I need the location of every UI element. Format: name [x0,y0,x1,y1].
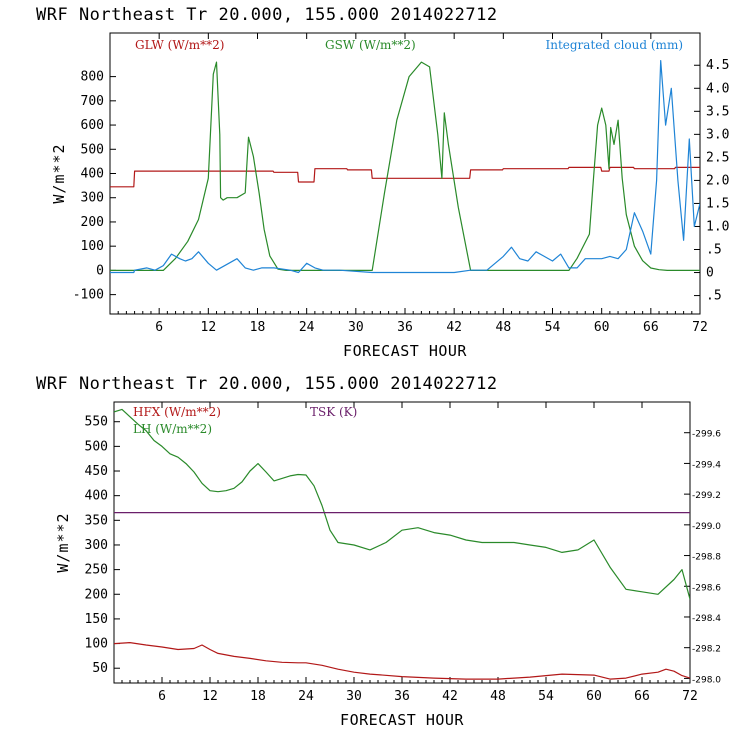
plot-frame [109,32,701,315]
y-tick-label: 500 [85,439,108,454]
x-tick-label: 48 [496,320,512,335]
y-tick-label: 550 [85,415,108,430]
x-tick-label: 36 [394,689,410,704]
series-line-glw [110,166,700,188]
y-tick-label: 100 [85,637,108,652]
x-tick-label: 18 [250,320,266,335]
series-line-hfx [114,641,690,680]
x-tick-label: 24 [299,320,315,335]
plot-frame [113,401,691,684]
x-tick-label: 42 [446,320,462,335]
y-tick-label: 800 [81,70,104,85]
x-tick-label: 6 [158,689,166,704]
y-tick-label: 300 [81,191,104,206]
y2-tick-label: -298.6 [692,583,721,593]
y2-tick-label: -298.8 [692,553,721,563]
x-tick-label: 54 [538,689,554,704]
series-line-integrated [110,59,700,274]
y2-tick-label: -298.2 [692,645,721,655]
x-tick-label: 54 [545,320,561,335]
y-tick-label: 450 [85,464,108,479]
y-tick-label: 400 [81,167,104,182]
y2-tick-label: 4.5 [706,58,729,73]
y-tick-label: 0 [96,263,104,278]
y2-tick-label: -298.0 [692,675,721,685]
y-tick-label: 100 [81,239,104,254]
y-tick-label: 400 [85,489,108,504]
y-tick-label: 50 [92,661,108,676]
x-tick-label: 66 [634,689,650,704]
legend-tsk: TSK (K) [310,405,357,419]
y2-tick-label: -299.0 [692,522,721,532]
x-tick-label: 30 [346,689,362,704]
y-axis-label: W/m**2 [50,143,68,203]
x-axis-label: FORECAST HOUR [343,342,467,360]
x-tick-label: 12 [202,689,218,704]
series-line-gsw [110,61,700,271]
y-tick-label: 500 [81,142,104,157]
y-tick-label: 300 [85,538,108,553]
legend-hfx: HFX (W/m**2) [133,405,221,419]
y-tick-label: 600 [81,118,104,133]
legend-glw: GLW (W/m**2) [135,38,224,52]
y2-tick-label: 2.0 [706,173,729,188]
x-tick-label: 6 [155,320,163,335]
y-tick-label: 350 [85,513,108,528]
legend-lh: LH (W/m**2) [133,422,212,436]
legend-cloud: Integrated cloud (mm) [545,38,683,52]
y2-tick-label: 3.0 [706,127,729,142]
y2-tick-label: 3.5 [706,104,729,119]
x-tick-label: 18 [250,689,266,704]
x-tick-label: 48 [490,689,506,704]
x-tick-label: 72 [692,320,708,335]
y-axis-label: W/m**2 [54,512,72,572]
x-tick-label: 24 [298,689,314,704]
y2-tick-label: -298.4 [692,614,721,624]
y2-tick-label: 1.0 [706,219,729,234]
y2-tick-label: 2.5 [706,150,729,165]
y2-tick-label: .5 [706,243,722,258]
y2-tick-label: 1.5 [706,196,729,211]
y2-tick-label: -299.4 [692,460,721,470]
y2-tick-label: -299.6 [692,430,721,440]
y-tick-label: -100 [73,288,104,303]
legend-gsw: GSW (W/m**2) [325,38,416,52]
x-tick-label: 60 [594,320,610,335]
y2-tick-label: -299.2 [692,491,721,501]
y-tick-label: 200 [85,587,108,602]
x-tick-label: 36 [397,320,413,335]
y-tick-label: 700 [81,94,104,109]
y2-tick-label: 0 [706,266,714,281]
x-tick-label: 42 [442,689,458,704]
y-tick-label: 250 [85,563,108,578]
series-line-lh [114,408,690,600]
y2-tick-label: .5 [706,289,722,304]
y-tick-label: 150 [85,612,108,627]
x-tick-label: 12 [201,320,217,335]
y2-tick-label: 4.0 [706,81,729,96]
x-tick-label: 30 [348,320,364,335]
chart-title: WRF Northeast Tr 20.000, 155.000 2014022… [36,5,498,25]
chart-title: WRF Northeast Tr 20.000, 155.000 2014022… [36,374,498,394]
x-tick-label: 72 [682,689,698,704]
x-tick-label: 60 [586,689,602,704]
x-axis-label: FORECAST HOUR [340,711,464,729]
y-tick-label: 200 [81,215,104,230]
x-tick-label: 66 [643,320,659,335]
